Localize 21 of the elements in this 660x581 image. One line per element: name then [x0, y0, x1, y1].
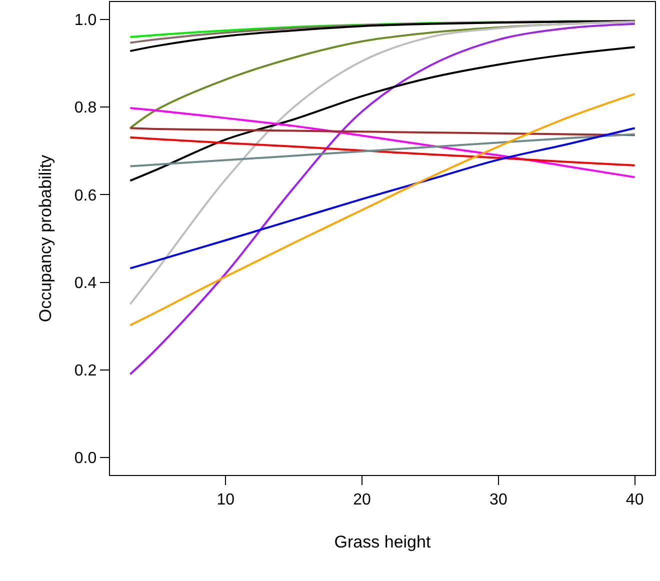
x-tick-label: 20 [353, 491, 372, 508]
y-tick-label: 0.6 [74, 187, 97, 204]
y-tick-label: 0.0 [74, 450, 97, 468]
x-axis-title: Grass height [334, 532, 431, 552]
line-series [129, 127, 636, 136]
line-series [129, 20, 636, 306]
line-series [129, 92, 636, 326]
line-series [129, 106, 636, 178]
x-tick-label: 10 [216, 491, 235, 508]
line-series [129, 20, 636, 52]
line-series [129, 46, 636, 182]
y-tick-label: 0.8 [74, 100, 97, 117]
x-tick-label: 40 [626, 491, 644, 508]
x-tick-label: 30 [490, 491, 508, 508]
line-series [129, 22, 636, 376]
y-axis-title: Occupancy probability [36, 154, 55, 322]
line-series [129, 20, 636, 44]
y-tick-label: 1.0 [74, 12, 97, 30]
y-tick-label: 0.4 [74, 274, 97, 292]
line-series [129, 127, 636, 270]
y-tick-label: 0.2 [74, 362, 97, 380]
